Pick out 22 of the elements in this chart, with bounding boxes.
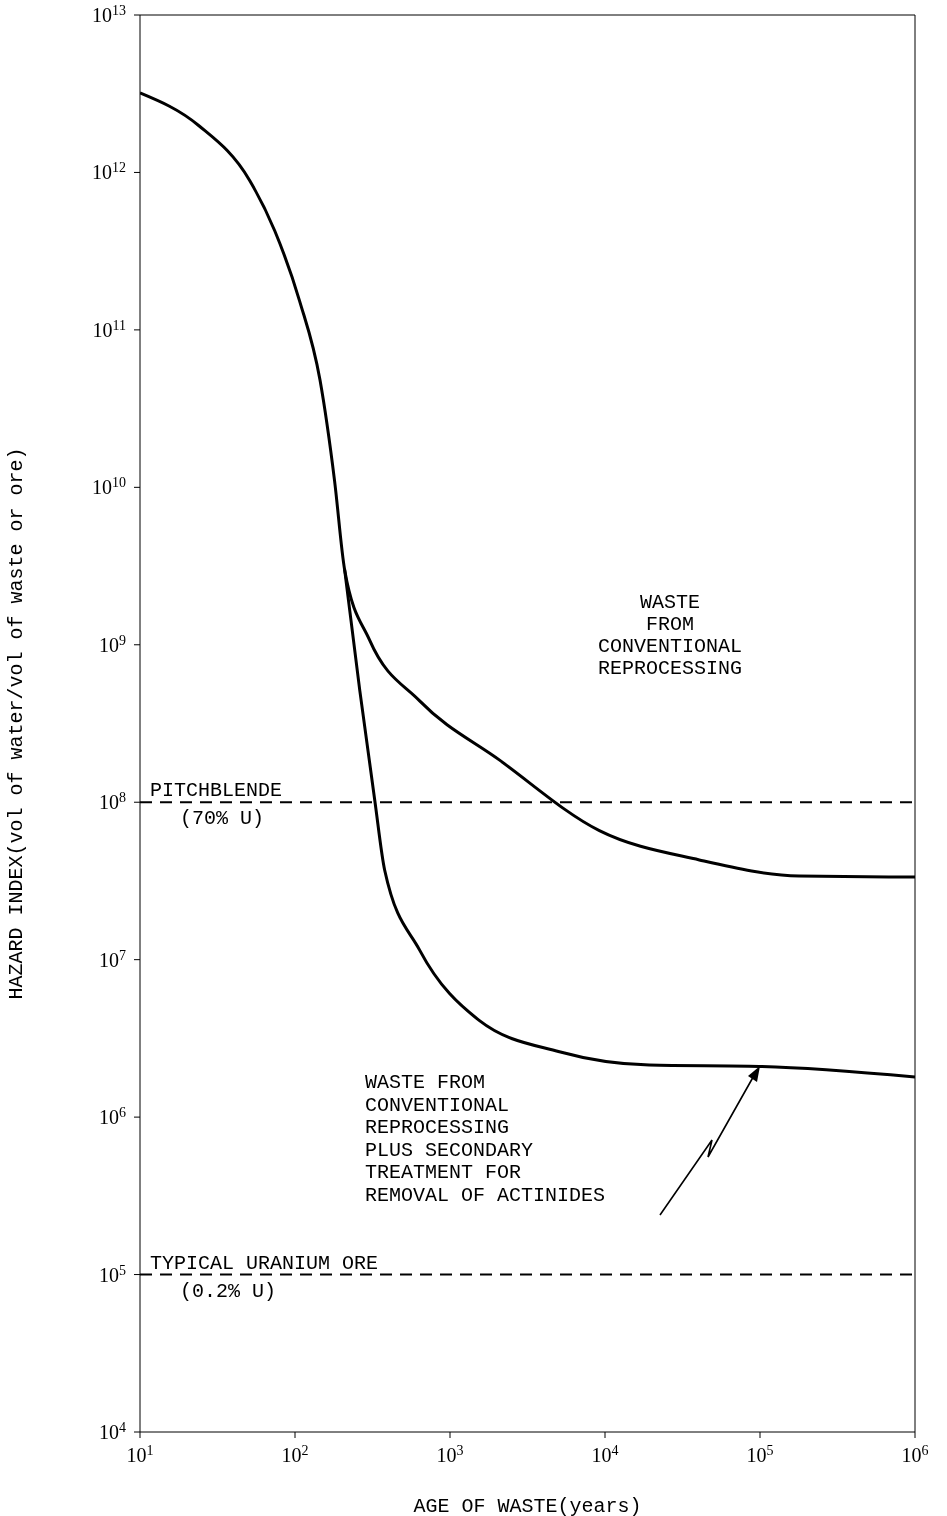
y-tick-label: 10$^{5}$ <box>99 1262 126 1286</box>
y-tick-label: 10$^{12}$ <box>92 159 126 184</box>
x-tick-label: 10$^{5}$ <box>746 1442 774 1466</box>
x-axis-title: AGE OF WASTE(years) <box>413 1495 642 1516</box>
annotation: WASTE FROM CONVENTIONAL REPROCESSING PLUS SECONDARY TREATMENT FOR REMOVAL OF ACTINIDES <box>365 1071 606 1207</box>
y-tick-label: 10$^{10}$ <box>92 474 126 499</box>
y-axis-title: HAZARD INDEX(vol of water/vol of waste or ore) <box>5 447 28 1000</box>
y-tick-label: 10$^{9}$ <box>99 632 126 656</box>
y-tick-label: 10$^{6}$ <box>99 1104 126 1129</box>
y-tick-label: 10$^{13}$ <box>92 2 126 26</box>
y-tick-label: 10$^{11}$ <box>92 317 126 341</box>
ref-line-label: PITCHBLENDE (70% U) <box>150 779 283 831</box>
y-tick-label: 10$^{7}$ <box>99 947 126 971</box>
x-tick-label: 10$^{6}$ <box>901 1442 929 1466</box>
ref-line-label: TYPICAL URANIUM ORE (0.2% U) <box>150 1251 379 1303</box>
y-tick-label: 10$^{8}$ <box>99 789 126 814</box>
x-tick-label: 10$^{3}$ <box>436 1442 464 1466</box>
annotation: WASTE FROM CONVENTIONAL REPROCESSING <box>597 591 743 680</box>
x-tick-label: 10$^{1}$ <box>126 1442 154 1466</box>
x-tick-label: 10$^{4}$ <box>591 1442 619 1466</box>
y-tick-label: 10$^{4}$ <box>99 1419 126 1443</box>
x-tick-label: 10$^{2}$ <box>281 1442 309 1466</box>
